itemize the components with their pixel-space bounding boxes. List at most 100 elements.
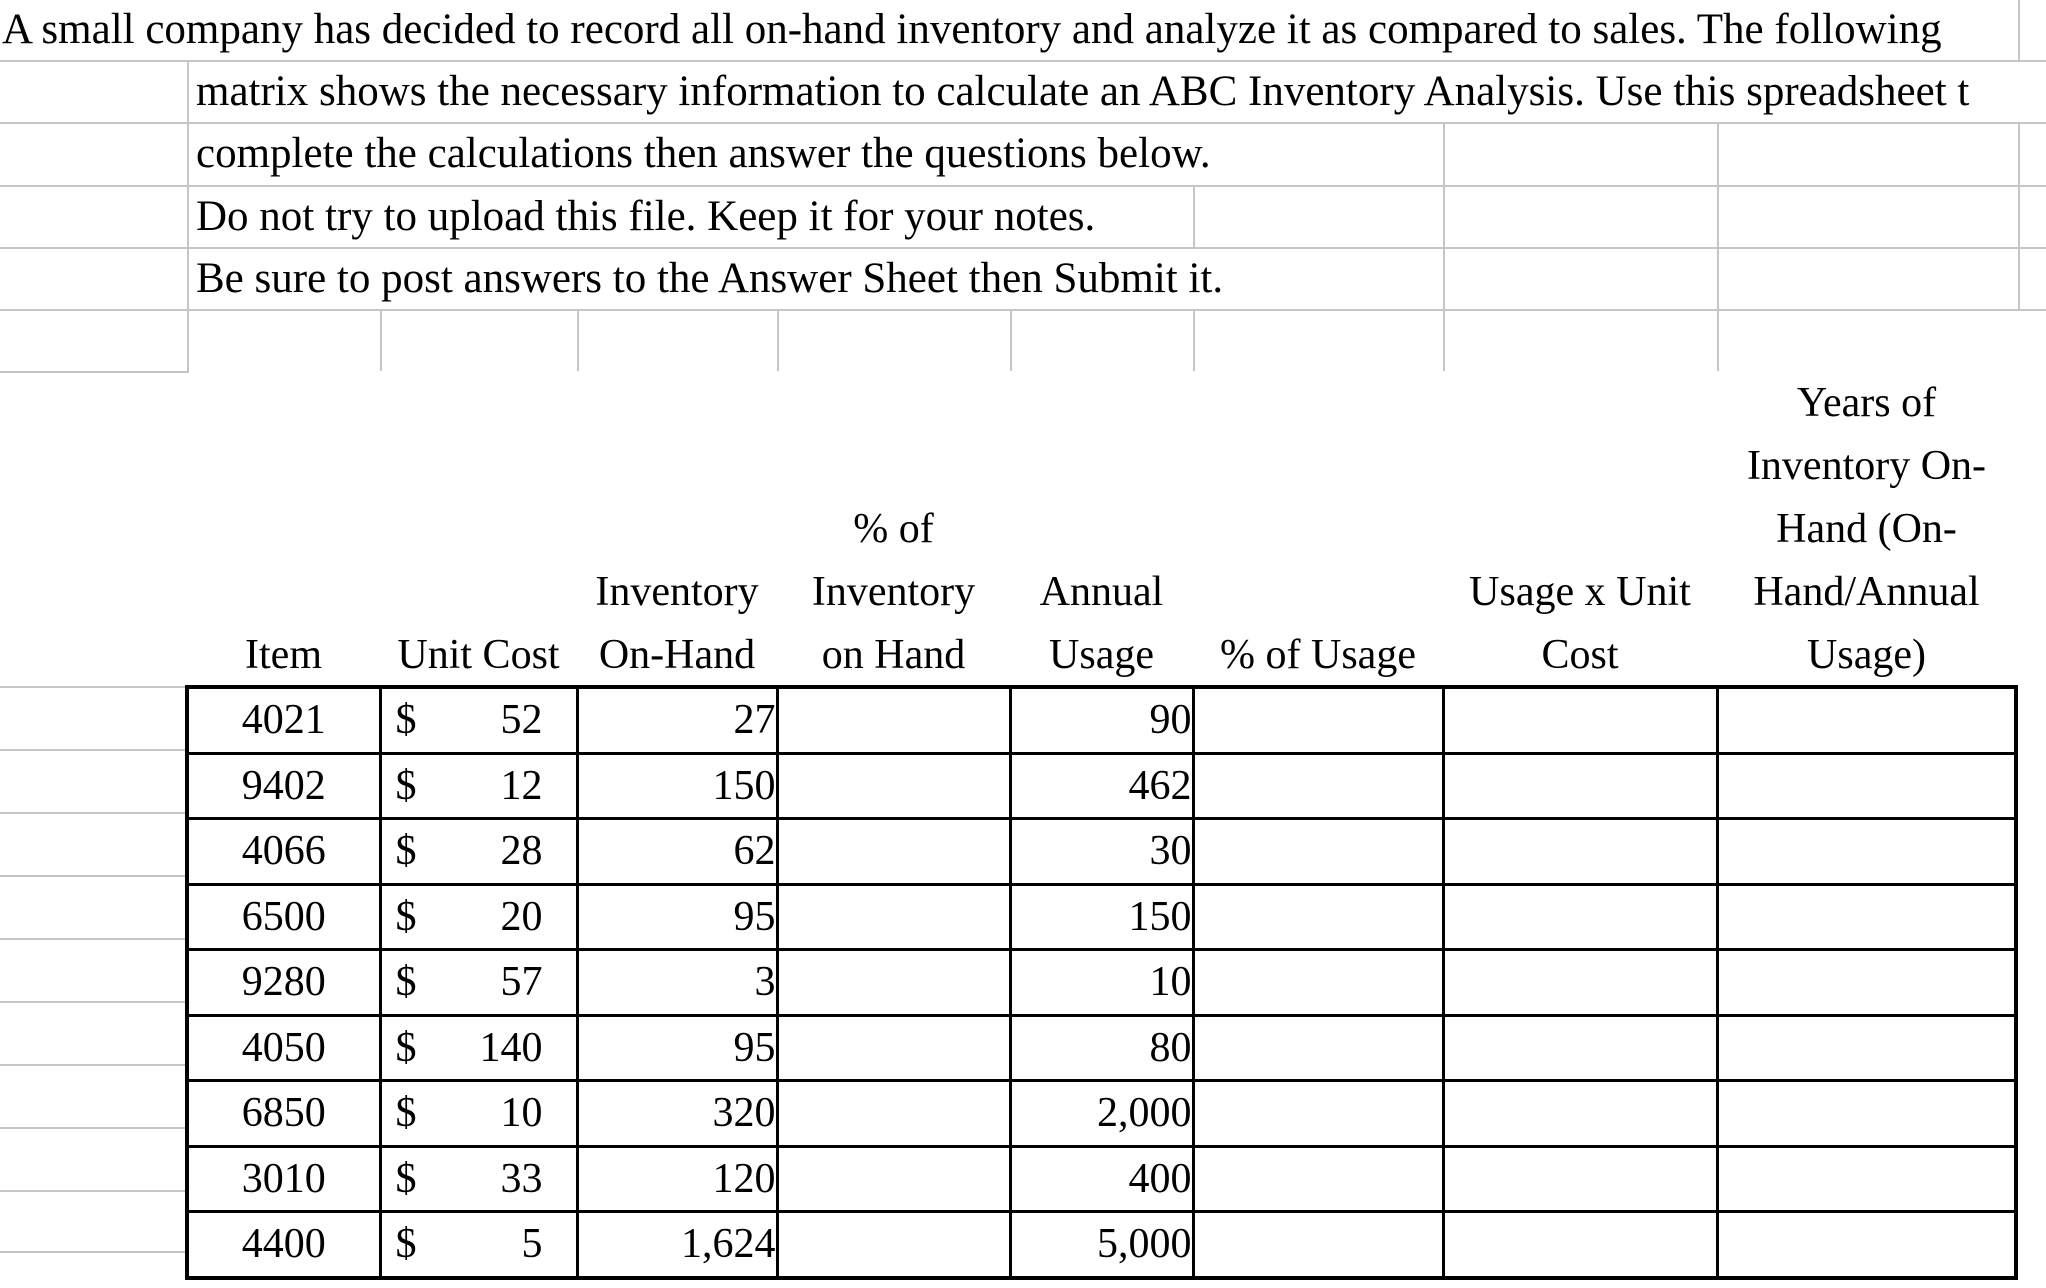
cell-inventory-on-hand[interactable]: 95 [575, 1013, 779, 1082]
cell-annual-usage[interactable]: 10 [1008, 948, 1195, 1017]
note-cell-row1[interactable]: A small company has decided to record al… [2, 6, 1942, 53]
gridline-v [777, 309, 779, 371]
cell-pct-inventory[interactable] [775, 1144, 1012, 1213]
column-header-pct-usage[interactable]: % of Usage [1220, 632, 1416, 678]
note-cell-row5[interactable]: Be sure to post answers to the Answer Sh… [196, 255, 1224, 302]
cell-annual-usage[interactable]: 80 [1008, 1013, 1195, 1082]
cell-annual-usage[interactable]: 5,000 [1008, 1210, 1195, 1279]
cell-pct-usage[interactable] [1191, 948, 1445, 1017]
cell-pct-inventory[interactable] [775, 1210, 1012, 1279]
cell-pct-usage[interactable] [1191, 817, 1445, 886]
cell-usage-x-unit-cost[interactable] [1441, 751, 1719, 820]
cell-item[interactable]: 4050 [185, 1013, 382, 1082]
cell-annual-usage[interactable]: 462 [1008, 751, 1195, 820]
cell-pct-usage[interactable] [1191, 1079, 1445, 1148]
cell-inventory-on-hand[interactable]: 320 [575, 1079, 779, 1148]
cell-unit-cost[interactable]: $20 [378, 882, 579, 951]
cell-years-of-inventory[interactable] [1715, 751, 2018, 820]
cell-usage-x-unit-cost[interactable] [1441, 1013, 1719, 1082]
unit-cost-value: 33 [500, 1155, 543, 1202]
cell-item[interactable]: 6850 [185, 1079, 382, 1148]
cell-years-of-inventory[interactable] [1715, 882, 2018, 951]
cell-usage-x-unit-cost[interactable] [1441, 882, 1719, 951]
cell-annual-usage[interactable]: 400 [1008, 1144, 1195, 1213]
cell-inventory-on-hand[interactable]: 27 [575, 685, 779, 755]
cell-unit-cost[interactable]: $33 [378, 1144, 579, 1213]
cell-unit-cost[interactable]: $140 [378, 1013, 579, 1082]
cell-usage-x-unit-cost[interactable] [1441, 1210, 1719, 1279]
cell-pct-inventory[interactable] [775, 1013, 1012, 1082]
cell-pct-usage[interactable] [1191, 1144, 1445, 1213]
unit-cost-value: 20 [500, 893, 543, 940]
cell-inventory-on-hand[interactable]: 1,624 [575, 1210, 779, 1279]
cell-pct-usage[interactable] [1191, 1013, 1445, 1082]
cell-unit-cost[interactable]: $28 [378, 817, 579, 886]
cell-item[interactable]: 9280 [185, 948, 382, 1017]
cell-unit-cost[interactable]: $57 [378, 948, 579, 1017]
cell-inventory-on-hand[interactable]: 150 [575, 751, 779, 820]
gridline-v [2018, 122, 2020, 309]
dollar-sign: $ [395, 828, 417, 875]
cell-pct-inventory[interactable] [775, 751, 1012, 820]
cell-years-of-inventory[interactable] [1715, 1079, 2018, 1148]
column-header-annual-usage[interactable]: Annual Usage [1039, 569, 1164, 678]
cell-unit-cost[interactable]: $5 [378, 1210, 579, 1279]
column-header-unit-cost[interactable]: Unit Cost [397, 632, 560, 678]
cell-years-of-inventory[interactable] [1715, 1144, 2018, 1213]
cell-item[interactable]: 9402 [185, 751, 382, 820]
column-header-years-of-inventory[interactable]: Years of Inventory On- Hand (On- Hand/An… [1746, 380, 1987, 678]
note-cell-row4[interactable]: Do not try to upload this file. Keep it … [196, 193, 1096, 240]
cell-years-of-inventory[interactable] [1715, 948, 2018, 1017]
cell-unit-cost[interactable]: $12 [378, 751, 579, 820]
cell-item[interactable]: 4021 [185, 685, 382, 755]
gridline-h [0, 185, 2046, 187]
dollar-sign: $ [395, 959, 417, 1006]
column-header-inventory-on-hand[interactable]: Inventory On-Hand [595, 569, 759, 678]
cell-inventory-on-hand[interactable]: 62 [575, 817, 779, 886]
cell-pct-usage[interactable] [1191, 1210, 1445, 1279]
cell-pct-usage[interactable] [1191, 685, 1445, 755]
cell-item[interactable]: 4400 [185, 1210, 382, 1279]
cell-pct-inventory[interactable] [775, 882, 1012, 951]
cell-pct-inventory[interactable] [775, 817, 1012, 886]
gridline-h [0, 247, 2046, 249]
cell-inventory-on-hand[interactable]: 95 [575, 882, 779, 951]
cell-usage-x-unit-cost[interactable] [1441, 817, 1719, 886]
cell-annual-usage[interactable]: 30 [1008, 817, 1195, 886]
column-header-usage-x-unit-cost[interactable]: Usage x Unit Cost [1469, 569, 1691, 678]
unit-cost-value: 140 [479, 1024, 543, 1071]
cell-unit-cost[interactable]: $52 [378, 685, 579, 755]
note-cell-row3[interactable]: complete the calculations then answer th… [196, 130, 1211, 177]
cell-years-of-inventory[interactable] [1715, 1013, 2018, 1082]
gridline-v [1717, 122, 1719, 371]
cell-annual-usage[interactable]: 150 [1008, 882, 1195, 951]
cell-usage-x-unit-cost[interactable] [1441, 1079, 1719, 1148]
cell-inventory-on-hand[interactable]: 120 [575, 1144, 779, 1213]
cell-usage-x-unit-cost[interactable] [1441, 948, 1719, 1017]
cell-item[interactable]: 6500 [185, 882, 382, 951]
cell-years-of-inventory[interactable] [1715, 1210, 2018, 1279]
column-header-pct-inventory[interactable]: % of Inventory on Hand [811, 506, 976, 678]
cell-years-of-inventory[interactable] [1715, 685, 2018, 755]
cell-unit-cost[interactable]: $10 [378, 1079, 579, 1148]
cell-years-of-inventory[interactable] [1715, 817, 2018, 886]
cell-annual-usage[interactable]: 90 [1008, 685, 1195, 755]
cell-pct-usage[interactable] [1191, 751, 1445, 820]
cell-pct-inventory[interactable] [775, 1079, 1012, 1148]
inventory-table: 4021 $52 27 90 9402 $12 150 462 4066 [185, 685, 2018, 1280]
unit-cost-value: 10 [500, 1090, 543, 1137]
cell-pct-inventory[interactable] [775, 685, 1012, 755]
cell-item[interactable]: 4066 [185, 817, 382, 886]
unit-cost-value: 52 [500, 697, 543, 744]
cell-usage-x-unit-cost[interactable] [1441, 685, 1719, 755]
note-cell-row2[interactable]: matrix shows the necessary information t… [196, 68, 1970, 115]
cell-pct-usage[interactable] [1191, 882, 1445, 951]
column-header-item[interactable]: Item [245, 632, 322, 678]
cell-pct-inventory[interactable] [775, 948, 1012, 1017]
cell-annual-usage[interactable]: 2,000 [1008, 1079, 1195, 1148]
cell-usage-x-unit-cost[interactable] [1441, 1144, 1719, 1213]
cell-item[interactable]: 3010 [185, 1144, 382, 1213]
cell-inventory-on-hand[interactable]: 3 [575, 948, 779, 1017]
gridline-h [0, 371, 187, 373]
gridline-h [0, 686, 187, 688]
